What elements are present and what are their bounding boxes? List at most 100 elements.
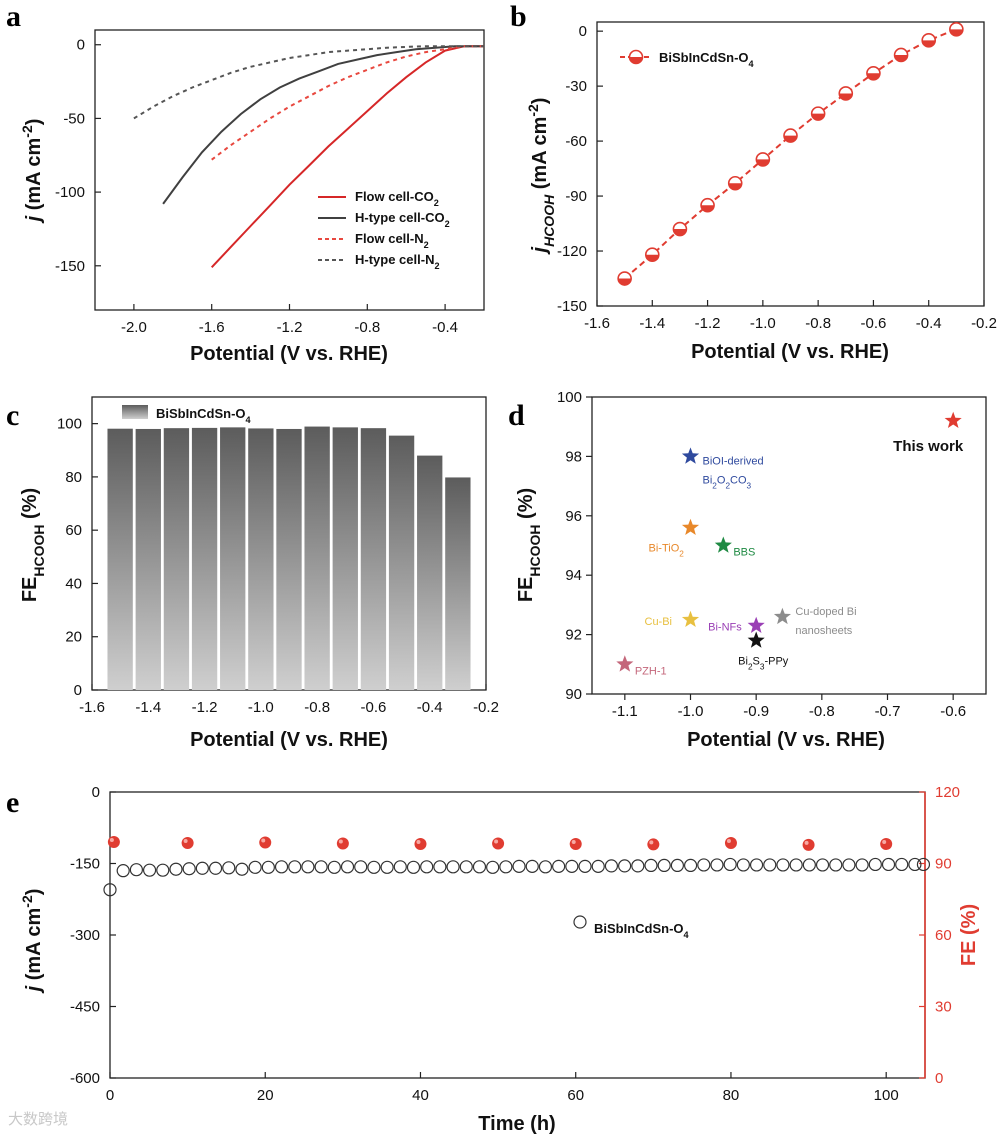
panel-d: -1.1 -1.0 -0.9 -0.8 -0.7 -0.6 90 92 94 96 98 100 Thi…	[508, 389, 987, 751]
current-point	[314, 860, 328, 874]
x-axis-label: Potential (V vs. RHE)	[691, 341, 889, 363]
current-point	[420, 860, 434, 874]
current-point	[776, 858, 790, 872]
y-axis-label: FEHCOOH (%)	[19, 488, 47, 602]
current-point	[789, 858, 803, 872]
legend-label: H-type cell-CO2	[355, 210, 450, 229]
current-point	[908, 857, 922, 872]
point-label: BBS	[733, 547, 755, 559]
x-tick-label: -0.4	[417, 699, 443, 716]
fe-point-highlight	[183, 839, 188, 844]
x-tick-label: -0.4	[916, 315, 942, 332]
y-axis-label: j (mA cm-2)	[19, 889, 45, 995]
bar	[191, 427, 218, 690]
y-tick-label: 94	[565, 567, 582, 584]
data-point-fill	[949, 29, 963, 36]
data-point-star	[747, 616, 765, 633]
y-axis-label: FEHCOOH (%)	[515, 488, 543, 602]
y-axis-label: jHCOOH (mA cm-2)	[525, 98, 557, 256]
panel-a: -2.0 -1.6 -1.2 -0.8 -0.4 0 -50 -100 -150 Flow cel…	[6, 0, 485, 365]
current-point	[222, 861, 236, 875]
x-tick-label: -0.8	[809, 703, 835, 720]
series-line	[623, 28, 957, 280]
current-point	[591, 859, 605, 873]
x-tick-label: -0.2	[473, 699, 499, 716]
legend-marker	[573, 915, 587, 929]
y-tick-label: -50	[63, 110, 85, 127]
x-tick-label: -1.6	[584, 315, 610, 332]
point-label: Bi-NFs	[708, 622, 742, 634]
x-tick-label: -0.6	[360, 699, 386, 716]
plot-frame	[94, 29, 485, 311]
data-point-star	[681, 447, 700, 464]
y-tick-label: 0	[77, 37, 85, 54]
y-tick-label: -150	[557, 298, 587, 315]
data-point-fill	[645, 254, 659, 262]
fe-point-highlight	[261, 838, 266, 843]
current-point	[916, 857, 931, 872]
current-point	[354, 860, 368, 874]
panel-b: -1.6 -1.4 -1.2 -1.0 -0.8 -0.6 -0.4 -0.2 0 -30 -60 -…	[510, 0, 997, 363]
current-point	[156, 863, 170, 877]
series-line	[211, 45, 484, 161]
legend-label: BiSbInCdSn-O4	[156, 406, 252, 425]
current-point	[670, 858, 684, 873]
current-point	[868, 857, 882, 872]
current-point	[472, 860, 487, 874]
current-point	[538, 860, 553, 874]
data-point-fill	[894, 54, 908, 62]
x-axis-label: Potential (V vs. RHE)	[687, 729, 885, 751]
y-tick-label: -150	[70, 856, 100, 873]
panel-letter: b	[510, 0, 527, 33]
y-axis-label: j (mA cm-2)	[19, 119, 45, 225]
legend-swatch	[122, 405, 148, 419]
current-point	[604, 859, 619, 873]
legend-marker-fill	[629, 57, 643, 64]
x-tick-label: -1.0	[750, 315, 776, 332]
current-point	[367, 860, 381, 874]
y-tick-label: -90	[565, 188, 587, 205]
current-point	[657, 858, 671, 873]
fe-point-highlight	[804, 840, 809, 845]
x-tick-label: -1.2	[277, 319, 303, 336]
y-right-tick-label: 0	[935, 1070, 943, 1087]
x-tick-label: -0.8	[805, 315, 831, 332]
current-point	[618, 859, 632, 873]
x-axis-label: Time (h)	[478, 1113, 555, 1135]
current-point	[103, 883, 117, 897]
point-label: This work	[893, 438, 964, 455]
current-point	[565, 859, 579, 873]
fe-point-highlight	[416, 839, 421, 844]
current-point	[274, 860, 289, 874]
current-point	[195, 861, 209, 875]
current-point	[301, 860, 315, 874]
x-tick-label: -0.7	[875, 703, 901, 720]
current-point	[512, 859, 526, 873]
current-point	[763, 858, 777, 872]
current-point	[129, 863, 143, 877]
bar	[163, 428, 190, 690]
fe-point-highlight	[109, 838, 114, 843]
series-line	[133, 45, 484, 120]
fe-point	[802, 838, 815, 851]
x-tick-label: -2.0	[121, 319, 147, 336]
current-point	[855, 858, 869, 872]
watermark: 大数跨境	[8, 1111, 69, 1128]
legend-label: Flow cell-CO2	[355, 189, 439, 208]
current-point	[380, 860, 394, 874]
current-point	[802, 858, 816, 872]
current-point	[248, 860, 262, 874]
data-point-star	[681, 518, 700, 535]
x-tick-label: -1.0	[678, 703, 704, 720]
fe-point	[492, 837, 505, 850]
data-point-fill	[784, 135, 797, 143]
bar	[107, 428, 133, 690]
current-point	[182, 862, 196, 876]
series-line	[210, 45, 484, 268]
panel-letter: c	[6, 399, 19, 432]
data-point-fill	[618, 278, 632, 286]
point-label: PZH-1	[635, 665, 667, 677]
data-point-fill	[673, 229, 687, 236]
current-point	[749, 858, 764, 872]
bar	[445, 477, 471, 690]
